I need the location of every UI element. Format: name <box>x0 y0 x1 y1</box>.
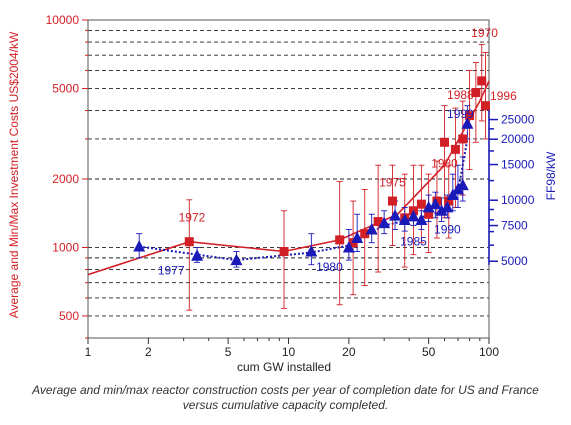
y2-tick-label: 10000 <box>501 193 535 207</box>
y-axis-label: Average and Min/Max Investment Costs US$… <box>7 31 21 318</box>
y-tick-label: 10000 <box>46 13 80 27</box>
x-tick-label: 100 <box>479 345 499 359</box>
tick-labels: 1 2 5 10 20 50 100 500 1000 2000 5000 10000 5000 7500… <box>46 13 535 359</box>
year-annotation: 1999 <box>447 107 474 121</box>
year-annotation: 1970 <box>471 26 498 40</box>
france-point <box>422 200 435 213</box>
france-point <box>305 245 318 257</box>
x-axis-label: cum GW installed <box>237 360 331 374</box>
france-point <box>230 253 243 266</box>
year-annotation: 1996 <box>490 89 517 103</box>
x-tick-label: 10 <box>282 345 296 359</box>
france-point <box>351 231 364 244</box>
x-tick-label: 20 <box>342 345 356 359</box>
us-point <box>416 199 426 209</box>
y-tick-label: 1000 <box>52 240 79 254</box>
y2-tick-label: 5000 <box>501 254 528 268</box>
us-point <box>477 76 487 86</box>
error-bars <box>136 44 489 311</box>
us-point <box>279 247 289 257</box>
us-point <box>184 237 194 247</box>
caption-line-1: Average and min/max reactor construction… <box>32 383 539 397</box>
figure-caption: Average and min/max reactor construction… <box>0 383 571 413</box>
france-point <box>407 209 420 222</box>
year-annotation: 1975 <box>379 176 406 190</box>
france-point <box>429 197 442 210</box>
france-point <box>378 216 391 229</box>
france-point <box>435 204 448 216</box>
us-point <box>424 209 434 219</box>
us-point <box>450 144 460 154</box>
us-point <box>458 134 468 144</box>
us-point <box>335 235 345 245</box>
caption-line-2: versus cumulative capacity completed. <box>182 398 389 412</box>
us-point <box>360 229 370 239</box>
france-point <box>365 222 378 235</box>
france-point <box>441 200 454 213</box>
x-tick-label: 5 <box>225 345 232 359</box>
france-point <box>389 209 402 221</box>
y2-tick-label: 25000 <box>501 113 535 127</box>
y-tick-label: 500 <box>59 309 79 323</box>
y2-tick-label: 7500 <box>501 219 528 233</box>
chart: 1 2 5 10 20 50 100 500 1000 2000 5000 10000 5000 7500… <box>7 13 558 374</box>
grid-lines <box>88 19 489 317</box>
france-point <box>398 213 411 226</box>
us-point <box>465 111 475 121</box>
x-tick-label: 1 <box>85 345 92 359</box>
us-point <box>440 137 450 147</box>
y-tick-label: 2000 <box>52 172 79 186</box>
data-points <box>133 76 490 266</box>
year-annotation: 1977 <box>158 264 185 278</box>
us-point <box>480 101 490 111</box>
france-point <box>342 240 355 253</box>
year-annotation: 1988 <box>447 88 474 102</box>
france-point <box>456 178 469 191</box>
annotations: 1970 1996 1988 1980 1975 1972 1999 1990 1985 1980… <box>158 26 517 277</box>
axes <box>82 19 498 344</box>
us-point <box>373 217 383 227</box>
y2-axis-label: FF98/kW <box>544 151 558 200</box>
year-annotation: 1980 <box>316 260 343 274</box>
us-point <box>387 196 397 206</box>
y-tick-label: 5000 <box>52 81 79 95</box>
france-point <box>191 249 204 261</box>
us-point <box>471 88 481 98</box>
year-annotation: 1980 <box>431 156 458 170</box>
year-annotation: 1985 <box>400 235 427 249</box>
y2-tick-label: 15000 <box>501 158 535 172</box>
x-tick-label: 2 <box>145 345 152 359</box>
year-annotation: 1990 <box>434 223 461 237</box>
y2-tick-label: 20000 <box>501 132 535 146</box>
year-annotation: 1972 <box>179 211 206 225</box>
x-tick-label: 50 <box>422 345 436 359</box>
us-point <box>444 196 454 206</box>
france-point <box>461 117 474 129</box>
france-point <box>133 239 146 252</box>
france-point <box>415 213 428 226</box>
